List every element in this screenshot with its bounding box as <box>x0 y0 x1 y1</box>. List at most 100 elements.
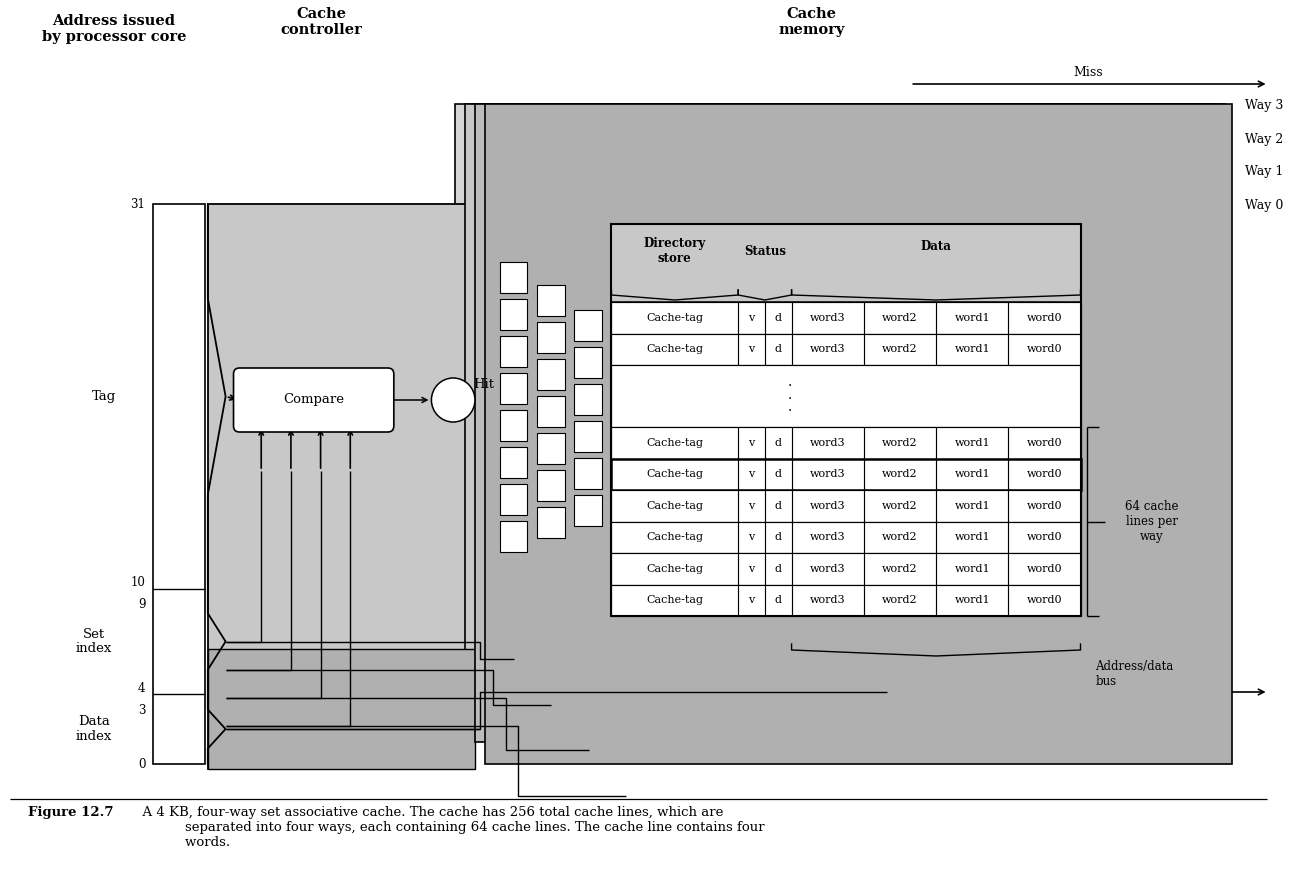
FancyBboxPatch shape <box>538 322 565 353</box>
Text: word0: word0 <box>1027 595 1062 606</box>
Text: word0: word0 <box>1027 344 1062 354</box>
Text: 10: 10 <box>130 577 146 589</box>
FancyBboxPatch shape <box>611 490 1081 522</box>
Text: word3: word3 <box>810 313 845 323</box>
Text: word1: word1 <box>955 595 989 606</box>
FancyBboxPatch shape <box>499 299 528 330</box>
FancyBboxPatch shape <box>611 553 1081 585</box>
Text: Cache
memory: Cache memory <box>778 7 845 37</box>
FancyBboxPatch shape <box>611 585 1081 616</box>
Text: word0: word0 <box>1027 313 1062 323</box>
Text: Cache-tag: Cache-tag <box>646 501 703 510</box>
Text: word2: word2 <box>882 469 917 479</box>
FancyBboxPatch shape <box>538 433 565 464</box>
Text: word2: word2 <box>882 564 917 573</box>
Text: word0: word0 <box>1027 532 1062 542</box>
FancyBboxPatch shape <box>154 204 205 764</box>
Text: word2: word2 <box>882 344 917 354</box>
Text: word1: word1 <box>955 438 989 447</box>
Text: v: v <box>748 501 755 510</box>
Text: word2: word2 <box>882 532 917 542</box>
Text: word1: word1 <box>955 501 989 510</box>
FancyBboxPatch shape <box>208 204 475 769</box>
Text: Figure 12.7: Figure 12.7 <box>27 806 114 819</box>
Text: A 4 KB, four-way set associative cache. The cache has 256 total cache lines, whi: A 4 KB, four-way set associative cache. … <box>134 806 764 849</box>
FancyBboxPatch shape <box>233 368 393 432</box>
FancyBboxPatch shape <box>574 309 601 341</box>
Text: Directory
store: Directory store <box>644 238 706 266</box>
Text: Way 0: Way 0 <box>1245 198 1284 212</box>
Text: Cache-tag: Cache-tag <box>646 564 703 573</box>
Text: word3: word3 <box>810 532 845 542</box>
FancyBboxPatch shape <box>475 104 1226 742</box>
Circle shape <box>431 378 475 422</box>
FancyBboxPatch shape <box>466 104 1218 720</box>
FancyBboxPatch shape <box>574 347 601 378</box>
FancyBboxPatch shape <box>538 285 565 316</box>
Text: d: d <box>775 344 782 354</box>
FancyBboxPatch shape <box>611 427 1081 459</box>
Text: word3: word3 <box>810 344 845 354</box>
Text: 4: 4 <box>138 682 146 695</box>
Text: Status: Status <box>744 245 786 258</box>
Text: word3: word3 <box>810 501 845 510</box>
Text: Cache-tag: Cache-tag <box>646 344 703 354</box>
Text: d: d <box>775 564 782 573</box>
Text: word1: word1 <box>955 532 989 542</box>
Text: v: v <box>748 564 755 573</box>
Text: d: d <box>775 595 782 606</box>
Text: v: v <box>748 469 755 479</box>
Text: word2: word2 <box>882 595 917 606</box>
Text: .: . <box>788 388 792 402</box>
Text: Cache-tag: Cache-tag <box>646 469 703 479</box>
FancyBboxPatch shape <box>611 224 1081 302</box>
Text: 3: 3 <box>138 704 146 717</box>
Text: .: . <box>788 400 792 414</box>
Text: v: v <box>748 532 755 542</box>
Text: 31: 31 <box>130 198 146 211</box>
FancyBboxPatch shape <box>499 447 528 478</box>
FancyBboxPatch shape <box>499 521 528 552</box>
FancyBboxPatch shape <box>538 358 565 390</box>
FancyBboxPatch shape <box>499 336 528 367</box>
Text: Data
index: Data index <box>76 715 112 743</box>
Text: word1: word1 <box>955 344 989 354</box>
Text: 9: 9 <box>138 599 146 612</box>
FancyBboxPatch shape <box>499 372 528 404</box>
Text: v: v <box>748 438 755 447</box>
FancyBboxPatch shape <box>611 302 1081 334</box>
Text: 0: 0 <box>138 758 146 771</box>
Text: word2: word2 <box>882 438 917 447</box>
Text: d: d <box>775 501 782 510</box>
Text: word0: word0 <box>1027 564 1062 573</box>
Text: v: v <box>748 313 755 323</box>
Text: Data: Data <box>921 239 952 253</box>
FancyBboxPatch shape <box>611 522 1081 553</box>
FancyBboxPatch shape <box>499 410 528 441</box>
FancyBboxPatch shape <box>611 334 1081 365</box>
Text: v: v <box>748 344 755 354</box>
Text: Miss: Miss <box>1073 66 1103 79</box>
Text: word3: word3 <box>810 469 845 479</box>
Text: d: d <box>775 532 782 542</box>
Text: word2: word2 <box>882 501 917 510</box>
FancyBboxPatch shape <box>538 396 565 427</box>
FancyBboxPatch shape <box>499 483 528 515</box>
Text: Compare: Compare <box>284 393 344 406</box>
FancyBboxPatch shape <box>611 459 1081 490</box>
FancyBboxPatch shape <box>611 365 1081 427</box>
Text: word1: word1 <box>955 313 989 323</box>
Text: Address/data
bus: Address/data bus <box>1095 660 1174 688</box>
FancyBboxPatch shape <box>538 507 565 538</box>
FancyBboxPatch shape <box>574 458 601 489</box>
Text: d: d <box>775 438 782 447</box>
Text: .: . <box>788 375 792 389</box>
Text: Cache-tag: Cache-tag <box>646 313 703 323</box>
Text: Tag: Tag <box>92 390 116 403</box>
FancyBboxPatch shape <box>538 469 565 501</box>
Text: word0: word0 <box>1027 501 1062 510</box>
Text: word0: word0 <box>1027 469 1062 479</box>
FancyBboxPatch shape <box>574 420 601 452</box>
Text: word1: word1 <box>955 564 989 573</box>
FancyBboxPatch shape <box>499 261 528 293</box>
